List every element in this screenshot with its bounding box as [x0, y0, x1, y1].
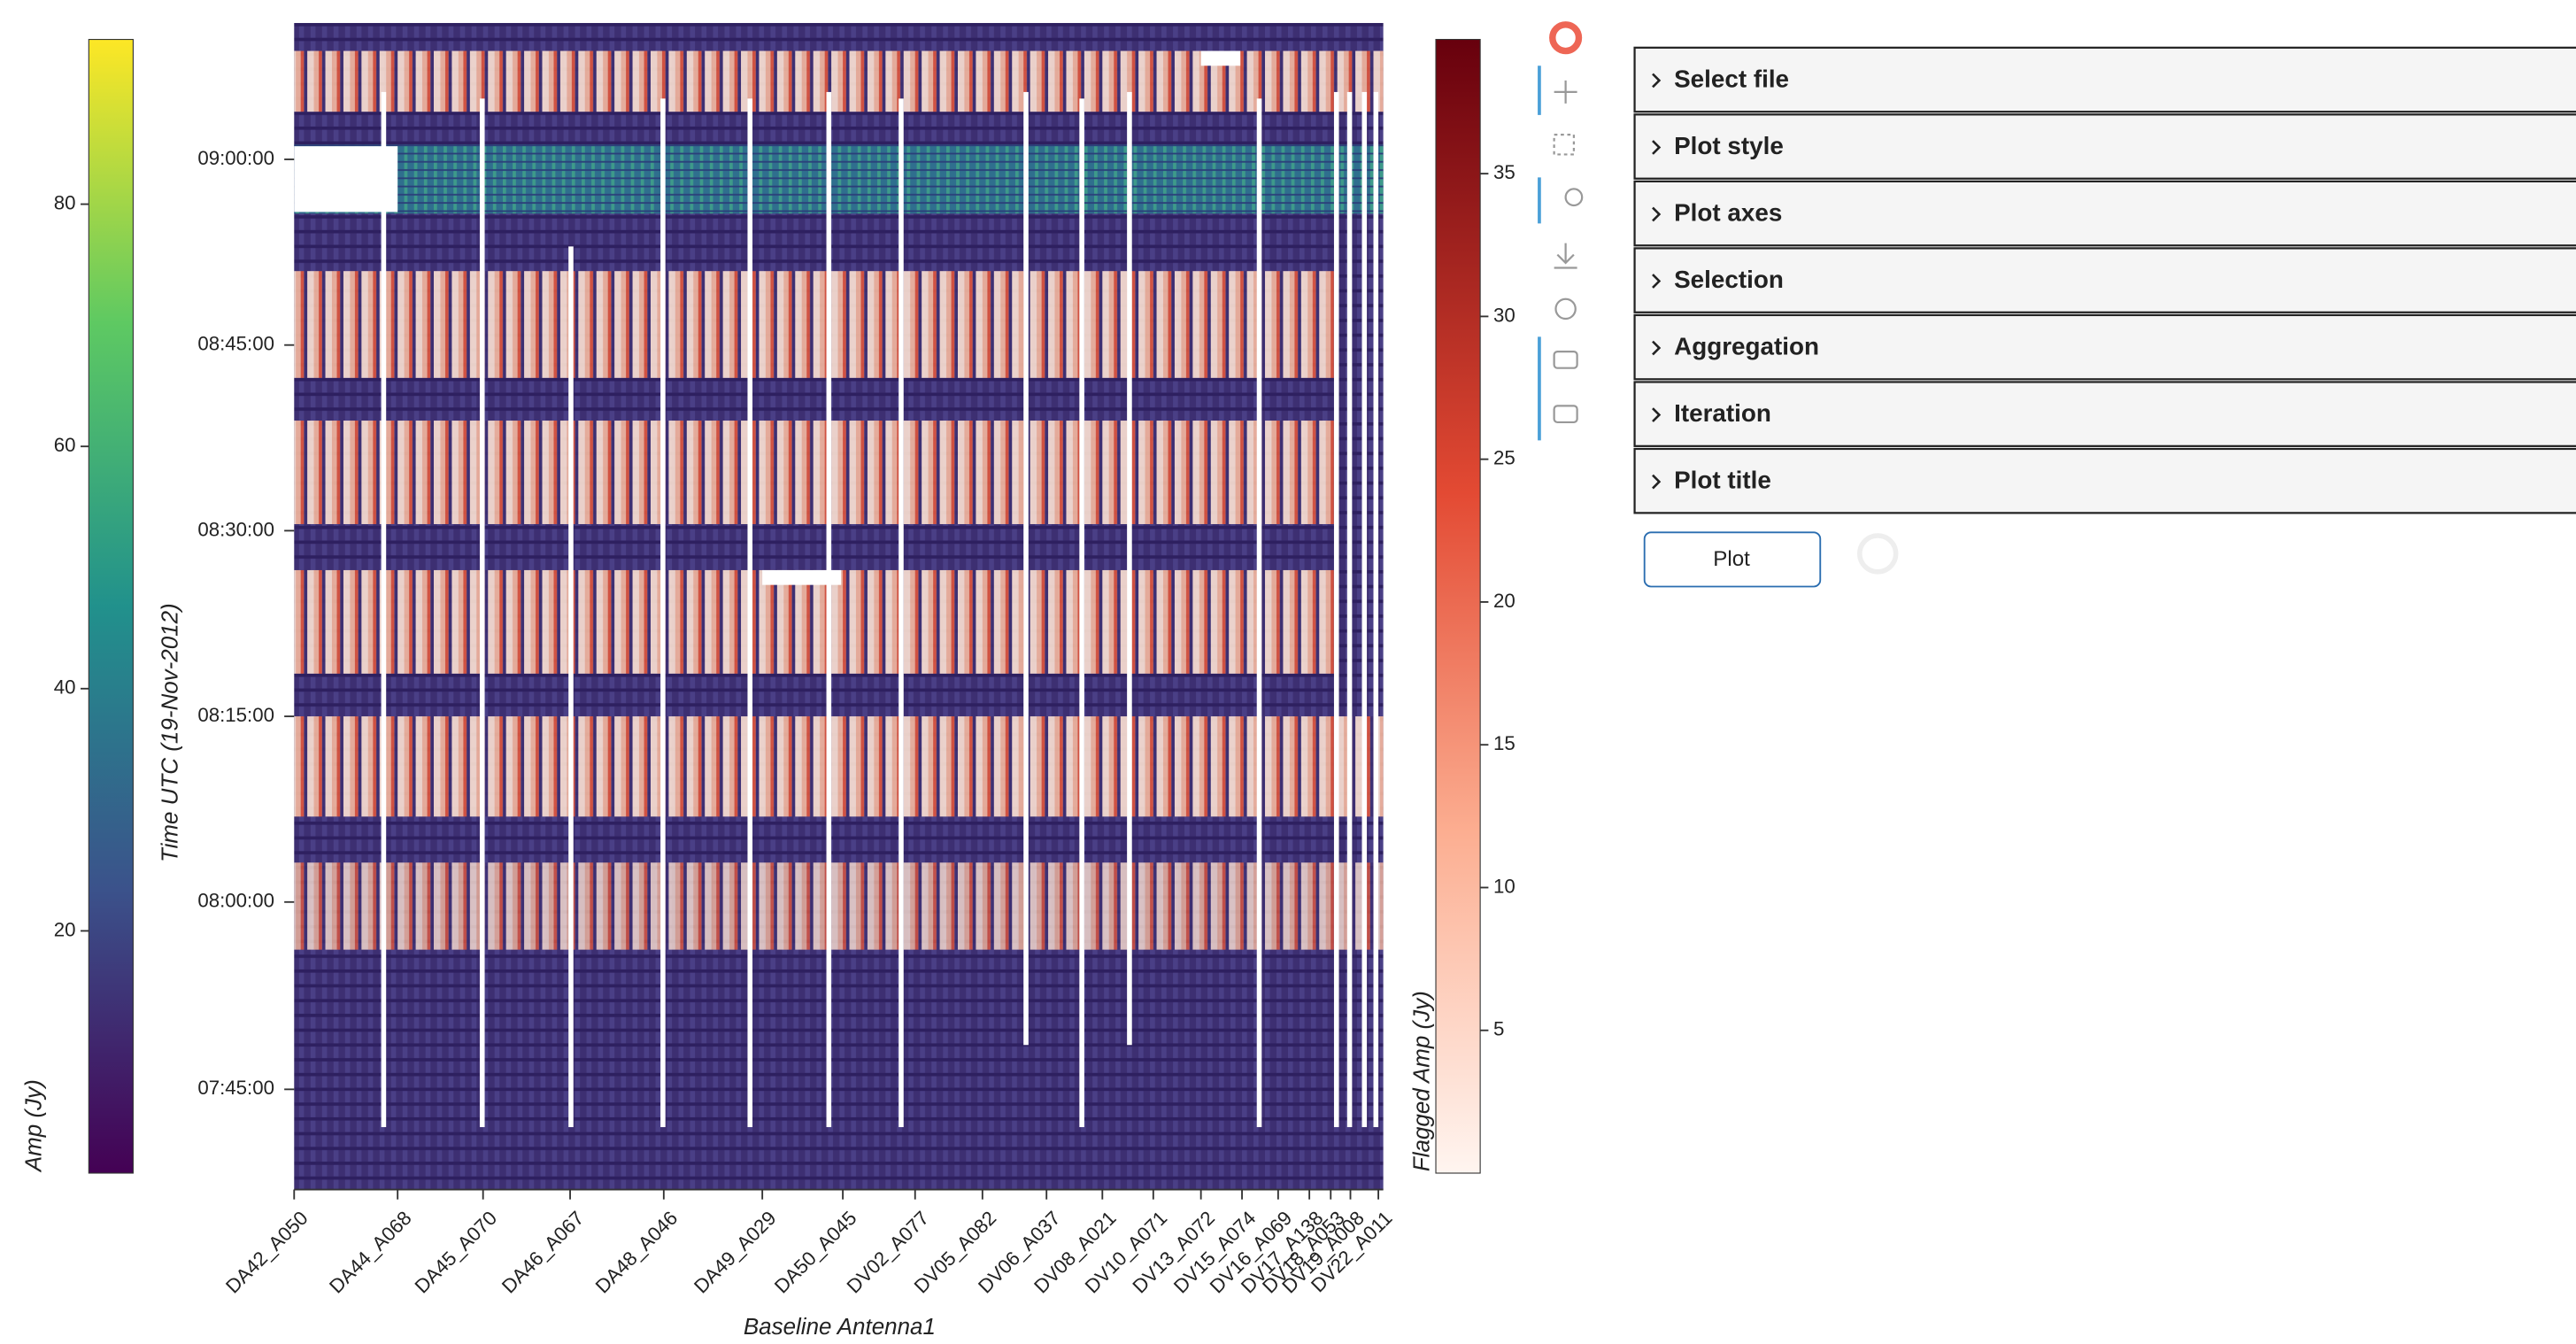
panel-title: Iteration — [1674, 399, 1771, 427]
accordion-panel[interactable] — [1633, 381, 2576, 447]
x-axis-label: Baseline Antenna1 — [744, 1313, 936, 1340]
y-tick-label: 09:00:00 — [197, 147, 274, 169]
hover-tool[interactable] — [1553, 405, 1578, 424]
accordion-panel[interactable] — [1633, 46, 2576, 113]
accordion-panel[interactable] — [1633, 113, 2576, 180]
tick-label: 30 — [1493, 304, 1516, 326]
panel-title: Plot title — [1674, 466, 1771, 493]
y-tick-label: 07:45:00 — [197, 1077, 274, 1099]
pan-tool[interactable] — [1554, 80, 1577, 104]
chevron — [1652, 206, 1662, 222]
save-tool[interactable] — [1554, 243, 1577, 269]
x-tick-label: DA42_A050 — [221, 1207, 312, 1298]
chevron — [1652, 140, 1662, 155]
tick-label: 20 — [1493, 590, 1516, 612]
x-tick-label: DA45_A070 — [411, 1207, 502, 1298]
x-tick-label: DA49_A029 — [690, 1207, 781, 1298]
tick-label: 35 — [1493, 161, 1516, 183]
panel-title: Plot style — [1674, 132, 1784, 159]
accordion-panel[interactable] — [1633, 447, 2576, 514]
accordion-panel[interactable] — [1633, 313, 2576, 381]
tick-label: 15 — [1493, 732, 1516, 754]
tick-label: 25 — [1493, 447, 1516, 469]
plot-button-label: Plot — [1713, 547, 1750, 571]
toolbar — [1538, 21, 1584, 441]
panel-title: Select file — [1674, 65, 1789, 92]
panel-title: Plot axes — [1674, 198, 1782, 226]
tick-label: 20 — [54, 918, 76, 940]
accordion-panel[interactable] — [1633, 247, 2576, 313]
reset-tool[interactable] — [1554, 297, 1577, 321]
x-tick-label: DA44_A068 — [325, 1207, 416, 1298]
hover-tool[interactable] — [1564, 188, 1584, 207]
x-tick-label: DA46_A067 — [497, 1207, 589, 1298]
colorbar — [88, 38, 134, 1174]
spinner — [1857, 533, 1899, 575]
tick-label: 5 — [1493, 1018, 1504, 1040]
tick-label: 80 — [54, 191, 76, 213]
y-axis-label: Time UTC (19-Nov-2012) — [157, 603, 183, 862]
colorbar — [1435, 38, 1481, 1174]
colorbar-label: Flagged Amp (Jy) — [1408, 991, 1435, 1171]
panel-title: Aggregation — [1674, 332, 1819, 359]
y-tick-label: 08:00:00 — [197, 890, 274, 912]
chevron — [1652, 73, 1662, 89]
chevron — [1652, 407, 1662, 422]
logo — [1549, 21, 1583, 55]
heatmap — [294, 22, 1384, 1190]
y-tick-label: 08:30:00 — [197, 518, 274, 540]
tick-label: 60 — [54, 434, 76, 456]
box-zoom-tool[interactable] — [1553, 134, 1576, 156]
y-tick-label: 08:45:00 — [197, 333, 274, 355]
x-tick-label: DA48_A046 — [591, 1207, 683, 1298]
chevron — [1652, 274, 1662, 289]
tick-label: 10 — [1493, 875, 1516, 897]
y-tick-label: 08:15:00 — [197, 704, 274, 726]
chevron — [1652, 474, 1662, 490]
hover-tool[interactable] — [1553, 351, 1578, 369]
tick-label: 40 — [54, 676, 76, 699]
accordion-panel[interactable] — [1633, 180, 2576, 247]
colorbar-label: Amp (Jy) — [19, 1079, 46, 1173]
panel-title: Selection — [1674, 266, 1784, 293]
chevron — [1652, 340, 1662, 356]
plot-button[interactable] — [1643, 531, 1822, 588]
